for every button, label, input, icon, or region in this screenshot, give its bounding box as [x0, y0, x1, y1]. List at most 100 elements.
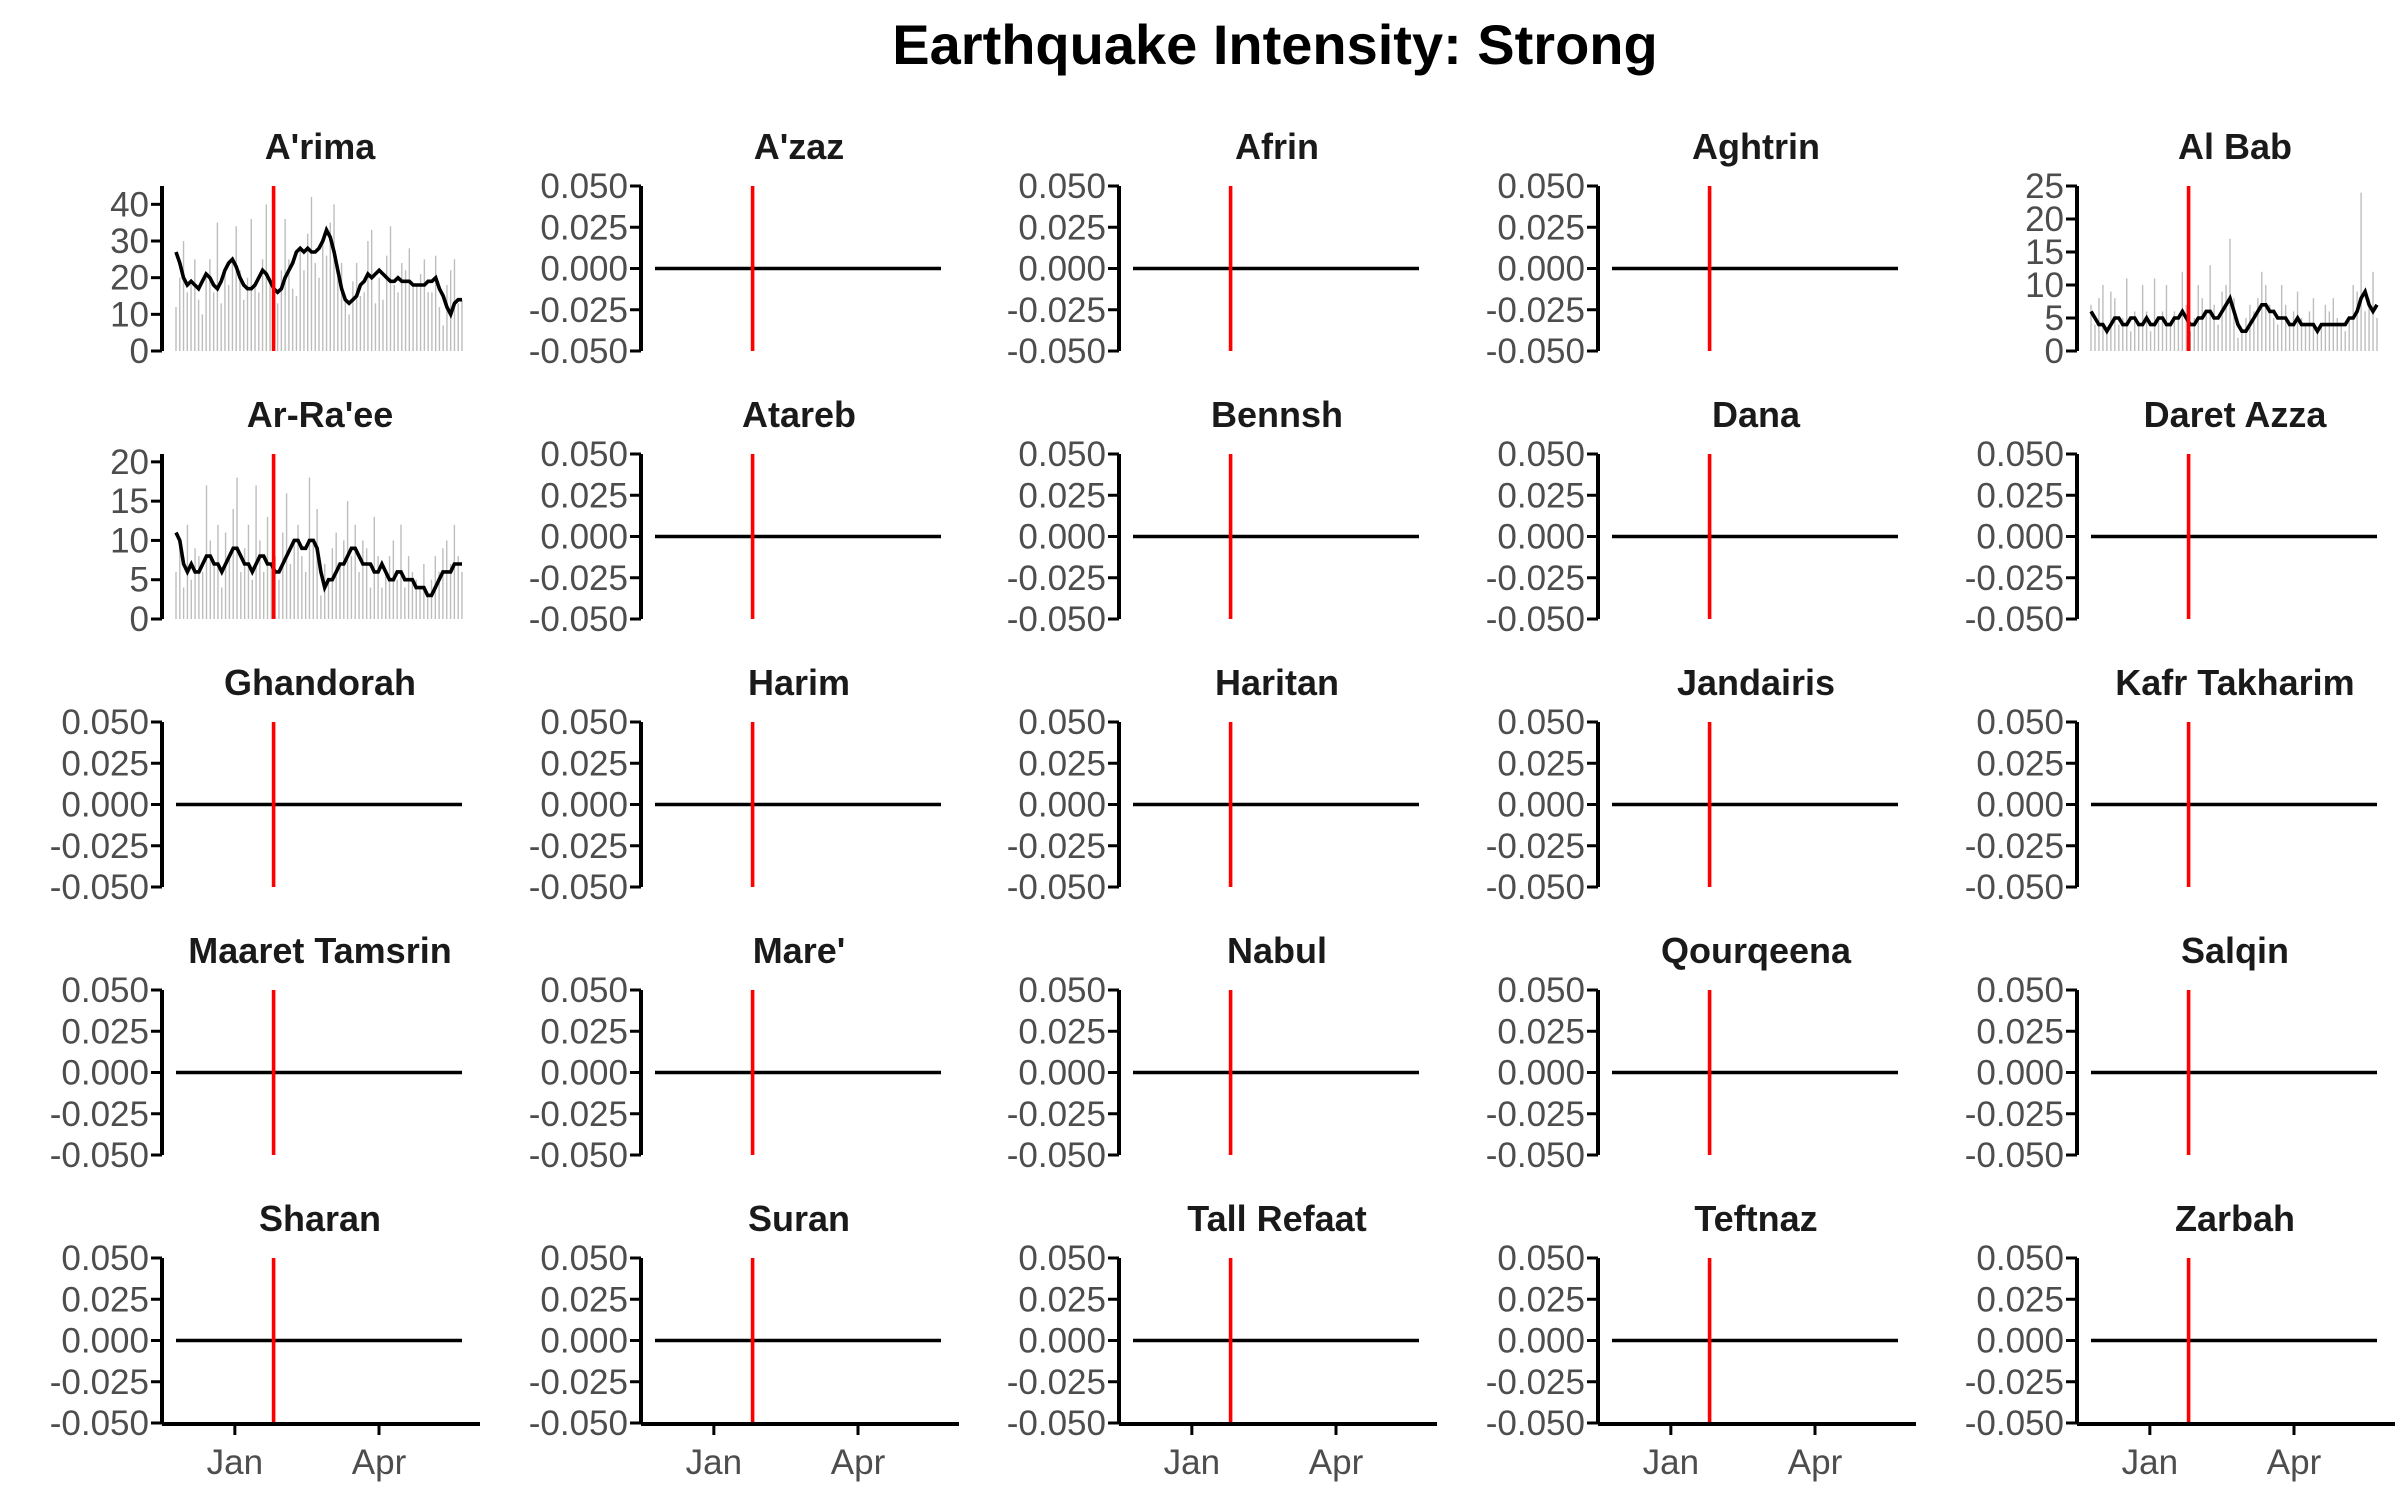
panel-title: Bennsh	[1211, 394, 1343, 435]
chart-title: Earthquake Intensity: Strong	[892, 13, 1657, 76]
panel-title: Kafr Takharim	[2115, 662, 2354, 703]
y-tick-label: 0.050	[1497, 435, 1585, 474]
y-tick-label: 0.050	[1018, 1239, 1106, 1278]
x-tick-label: Jan	[207, 1443, 263, 1482]
y-tick-label: 0.000	[1018, 1054, 1106, 1093]
panel-title: Tall Refaat	[1187, 1198, 1366, 1239]
y-tick-label: 15	[110, 482, 149, 521]
y-tick-label: -0.025	[1007, 1095, 1106, 1134]
y-tick-label: 0.050	[61, 703, 149, 742]
y-tick-label: -0.050	[1007, 868, 1106, 907]
y-tick-label: 5	[2045, 299, 2064, 338]
y-tick-label: -0.050	[529, 1136, 628, 1175]
y-tick-label: 0.000	[1497, 1322, 1585, 1361]
y-tick-label: 40	[110, 185, 149, 224]
panel-title: Suran	[748, 1198, 850, 1239]
y-tick-label: 0.050	[540, 971, 628, 1010]
y-tick-label: 10	[110, 521, 149, 560]
y-tick-label: 0.025	[61, 1280, 149, 1319]
y-tick-label: 0.000	[540, 250, 628, 289]
y-tick-label: 0.000	[540, 786, 628, 825]
y-tick-label: -0.025	[1007, 291, 1106, 330]
y-tick-label: 0.050	[61, 971, 149, 1010]
panel-title: Salqin	[2181, 930, 2289, 971]
panel-title: Nabul	[1227, 930, 1327, 971]
x-tick-label: Jan	[2122, 1443, 2178, 1482]
panel-title: A'rima	[265, 126, 377, 167]
y-tick-label: 0.050	[540, 1239, 628, 1278]
y-tick-label: 0.025	[540, 1012, 628, 1051]
panel-title: Afrin	[1235, 126, 1319, 167]
y-tick-label: -0.050	[1486, 1404, 1585, 1443]
panel-title: Teftnaz	[1694, 1198, 1817, 1239]
y-tick-label: 10	[2025, 266, 2064, 305]
y-tick-label: 0.000	[61, 1322, 149, 1361]
y-tick-label: 0.025	[1018, 744, 1106, 783]
y-tick-label: 25	[2025, 167, 2064, 206]
y-tick-label: 0.025	[540, 208, 628, 247]
y-tick-label: -0.050	[50, 1136, 149, 1175]
y-tick-label: 0.025	[1018, 208, 1106, 247]
y-tick-label: -0.025	[50, 827, 149, 866]
y-tick-label: 0.050	[1976, 1239, 2064, 1278]
smoothed-series-line	[2089, 287, 2379, 335]
y-tick-label: -0.025	[529, 291, 628, 330]
y-tick-label: 0.000	[540, 518, 628, 557]
y-tick-label: 0.050	[1497, 971, 1585, 1010]
y-tick-label: 15	[2025, 233, 2064, 272]
y-tick-label: 0.025	[1976, 1280, 2064, 1319]
y-tick-label: -0.025	[529, 1363, 628, 1402]
y-tick-label: -0.025	[1965, 559, 2064, 598]
smoothed-series-line	[174, 531, 462, 598]
panel-grid: A'rima403020100A'zaz0.0500.0250.000-0.02…	[50, 126, 2395, 1482]
y-tick-label: -0.025	[529, 1095, 628, 1134]
y-tick-label: 0.050	[540, 435, 628, 474]
y-tick-label: 0.025	[1018, 476, 1106, 515]
y-tick-label: -0.025	[1486, 559, 1585, 598]
y-tick-label: 0.000	[1018, 1322, 1106, 1361]
y-tick-label: 0.000	[61, 786, 149, 825]
y-tick-label: 5	[130, 561, 149, 600]
panel-title: Al Bab	[2178, 126, 2292, 167]
y-tick-label: -0.025	[529, 559, 628, 598]
y-tick-label: -0.025	[1007, 1363, 1106, 1402]
y-tick-label: -0.025	[1007, 559, 1106, 598]
panel-title: Aghtrin	[1692, 126, 1820, 167]
x-tick-label: Jan	[1164, 1443, 1220, 1482]
panel-title: Harim	[748, 662, 850, 703]
y-tick-label: -0.050	[1486, 332, 1585, 371]
y-tick-label: -0.025	[1965, 827, 2064, 866]
panel-title: Daret Azza	[2144, 394, 2328, 435]
y-tick-label: -0.050	[529, 868, 628, 907]
y-tick-label: 0.000	[1497, 1054, 1585, 1093]
panel-title: Mare'	[753, 930, 846, 971]
panel-title: Ghandorah	[224, 662, 416, 703]
y-tick-label: 0.025	[1497, 1012, 1585, 1051]
y-tick-label: 0.025	[1497, 1280, 1585, 1319]
y-tick-label: 0.000	[1018, 518, 1106, 557]
y-tick-label: -0.050	[1007, 332, 1106, 371]
panel-title: A'zaz	[754, 126, 845, 167]
panel-title: Maaret Tamsrin	[188, 930, 451, 971]
smoothed-series-line	[174, 225, 462, 319]
x-tick-label: Apr	[2267, 1443, 2322, 1482]
y-tick-label: -0.050	[1486, 868, 1585, 907]
y-tick-label: 0.000	[1976, 786, 2064, 825]
y-tick-label: 0.025	[1976, 1012, 2064, 1051]
y-tick-label: 0.050	[1976, 703, 2064, 742]
y-tick-label: 0.025	[1018, 1012, 1106, 1051]
y-tick-label: -0.050	[1007, 1404, 1106, 1443]
y-tick-label: 0.025	[1497, 476, 1585, 515]
